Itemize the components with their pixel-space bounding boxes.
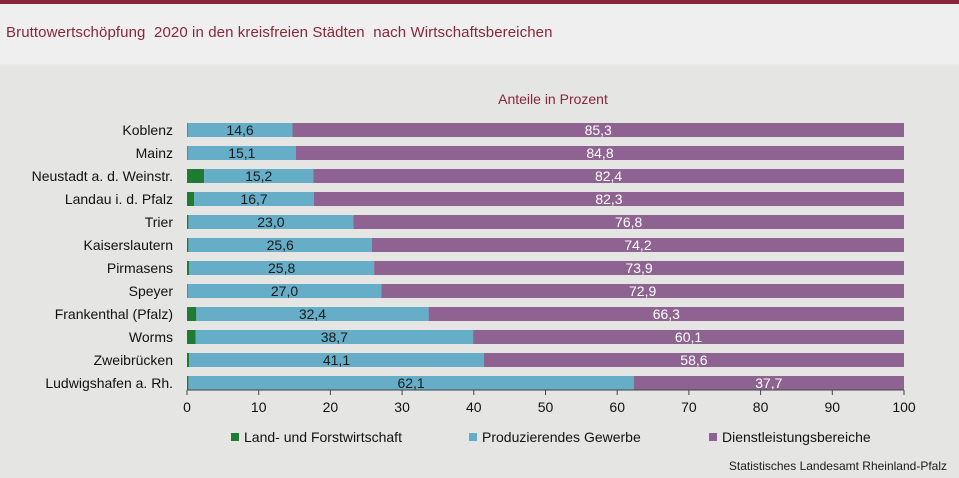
data-label: 32,4: [299, 306, 326, 322]
x-tick-label: 20: [323, 399, 339, 415]
legend-swatch: [469, 433, 477, 441]
x-tick-label: 50: [538, 399, 554, 415]
category-label: Pirmasens: [107, 260, 173, 276]
top-rule: [0, 0, 959, 4]
data-label: 41,1: [323, 352, 350, 368]
x-tick-label: 60: [609, 399, 625, 415]
bar-segment: [187, 169, 205, 183]
data-label: 85,3: [585, 122, 612, 138]
data-label: 76,8: [615, 214, 642, 230]
bar-segment: [381, 284, 904, 298]
x-tick-label: 100: [892, 399, 916, 415]
data-label: 58,6: [680, 352, 707, 368]
bar-segment: [187, 376, 189, 390]
bar-segment: [187, 307, 197, 321]
x-tick-label: 0: [183, 399, 191, 415]
bar-segment: [371, 238, 905, 252]
bar-segment: [187, 261, 190, 275]
source-note: Statistisches Landesamt Rheinland-Pfalz: [728, 459, 947, 473]
data-label: 25,8: [268, 260, 295, 276]
data-label: 72,9: [629, 283, 656, 299]
data-label: 25,6: [267, 237, 294, 253]
data-label: 62,1: [397, 375, 424, 391]
data-label: 82,4: [595, 168, 622, 184]
bar-segment: [189, 261, 375, 275]
legend-swatch: [709, 433, 717, 441]
bar-segment: [188, 215, 354, 229]
category-label: Kaiserslautern: [84, 237, 174, 253]
data-label: 66,3: [653, 306, 680, 322]
bar-segment: [187, 284, 188, 298]
bar-segment: [189, 353, 484, 367]
x-tick-label: 90: [825, 399, 841, 415]
data-label: 60,1: [675, 329, 702, 345]
category-label: Landau i. d. Pfalz: [65, 191, 173, 207]
x-tick-label: 80: [753, 399, 769, 415]
category-label: Koblenz: [122, 122, 173, 138]
category-label: Zweibrücken: [94, 352, 173, 368]
category-label: Worms: [129, 329, 173, 345]
legend-label: Produzierendes Gewerbe: [482, 429, 641, 445]
bar-segment: [195, 330, 474, 344]
bar-segment: [313, 169, 904, 183]
data-label: 73,9: [625, 260, 652, 276]
category-label: Neustadt a. d. Weinstr.: [32, 168, 173, 184]
bar-segment: [187, 238, 189, 252]
bar-segment: [188, 376, 634, 390]
data-label: 15,2: [245, 168, 272, 184]
x-tick-label: 70: [681, 399, 697, 415]
bar-segment: [188, 238, 372, 252]
bar-segment: [353, 215, 904, 229]
category-label: Speyer: [129, 283, 174, 299]
data-label: 74,2: [624, 237, 651, 253]
bar-segment: [187, 123, 293, 137]
page-title: Bruttowertschöpfung 2020 in den kreisfre…: [6, 24, 553, 41]
data-label: 15,1: [228, 145, 255, 161]
bar-segment: [473, 330, 904, 344]
bar-segment: [313, 192, 904, 206]
data-label: 82,3: [595, 191, 622, 207]
data-label: 14,6: [226, 122, 253, 138]
legend-swatch: [231, 433, 239, 441]
bar-segment: [187, 330, 196, 344]
bar-segment: [187, 123, 188, 137]
data-label: 84,8: [586, 145, 613, 161]
data-label: 16,7: [240, 191, 267, 207]
bar-segment: [428, 307, 904, 321]
chart-area: Anteile in Prozent Koblenz 14,6 85,3 Mainz 15…: [0, 66, 959, 478]
stacked-bar-chart: Anteile in Prozent Koblenz 14,6 85,3 Mainz 15…: [32, 91, 916, 445]
category-label: Trier: [145, 214, 174, 230]
bar-segment: [374, 261, 905, 275]
legend-label: Dienstleistungsbereiche: [722, 429, 871, 445]
bar-segment: [187, 146, 296, 160]
title-bar: Bruttowertschöpfung 2020 in den kreisfre…: [0, 4, 959, 64]
bar-segment: [187, 192, 195, 206]
data-label: 27,0: [271, 283, 298, 299]
data-label: 37,7: [755, 375, 782, 391]
legend-label: Land- und Forstwirtschaft: [244, 429, 402, 445]
x-tick-label: 40: [466, 399, 482, 415]
bar-segment: [633, 376, 904, 390]
bar-segment: [483, 353, 904, 367]
category-label: Frankenthal (Pfalz): [55, 306, 173, 322]
data-label: 38,7: [321, 329, 348, 345]
bar-segment: [295, 146, 904, 160]
bar-segment: [187, 215, 189, 229]
category-label: Mainz: [136, 145, 173, 161]
data-label: 23,0: [257, 214, 284, 230]
x-tick-label: 10: [251, 399, 267, 415]
bar-segment: [187, 353, 190, 367]
category-label: Ludwigshafen a. Rh.: [45, 375, 173, 391]
bar-segment: [187, 284, 382, 298]
bar-segment: [194, 192, 314, 206]
x-tick-label: 30: [394, 399, 410, 415]
bar-segment: [187, 146, 188, 160]
chart-subtitle: Anteile in Prozent: [498, 91, 608, 107]
bar-segment: [292, 123, 904, 137]
bar-segment: [196, 307, 429, 321]
bar-segment: [204, 169, 314, 183]
